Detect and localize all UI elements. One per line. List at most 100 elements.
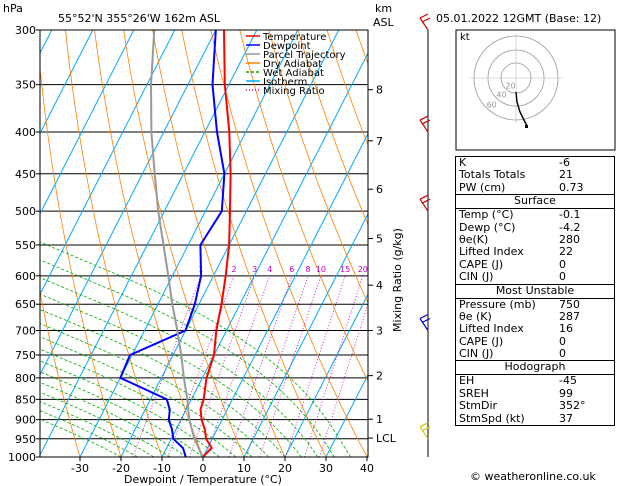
- wet-adiabat: [40, 241, 351, 457]
- index-label-0: K: [459, 156, 467, 169]
- pressure-tick-450: 450: [15, 168, 36, 181]
- surface-value-5: 0: [559, 270, 566, 284]
- hodograph-label-0: EH: [459, 374, 475, 388]
- mixing-ratio-label-2: 3: [252, 265, 257, 274]
- pressure-tick-800: 800: [15, 372, 36, 385]
- mixing-ratio-label-8: 20: [358, 265, 368, 274]
- wind-barb: [419, 318, 429, 331]
- indices-panel: K -6 Totals Totals 21 PW (cm) 0.73 Surface Te…: [455, 156, 615, 427]
- x-tick--30: -30: [71, 462, 89, 475]
- most-unstable-row-0: Pressure (mb) 750: [456, 297, 614, 311]
- hodograph-label-2: StmDir: [459, 399, 498, 413]
- most-unstable-title: Most Unstable: [456, 283, 614, 299]
- wet-adiabat: [40, 336, 253, 457]
- wind-barb: [419, 119, 429, 133]
- hodograph-row-2: StmDir 352°: [456, 399, 614, 413]
- wind-barb: [419, 17, 429, 31]
- dry-adiabat: [239, 30, 368, 382]
- most-unstable-row-3: CAPE (J) 0: [456, 334, 614, 348]
- surface-row-5: CIN (J) 0: [456, 270, 614, 284]
- hodograph-ring-label-0: 20: [506, 82, 516, 91]
- index-value-2: 0.73: [559, 180, 584, 194]
- pressure-tick-300: 300: [15, 24, 36, 37]
- dry-adiabat: [65, 30, 163, 457]
- mixing-ratio-line: [228, 275, 293, 457]
- isotherm: [79, 30, 299, 457]
- index-row-1: Totals Totals 21: [456, 168, 614, 182]
- most-unstable-label-3: CAPE (J): [459, 334, 504, 348]
- wet-adiabat: [40, 348, 237, 457]
- surface-label-4: CAPE (J): [459, 257, 504, 271]
- mixing-ratio-line: [167, 275, 235, 457]
- hodograph-row-1: SREH 99: [456, 386, 614, 400]
- hodograph-row-0: EH -45: [456, 374, 614, 388]
- km-tick-1: 7: [376, 135, 383, 148]
- legend-entry-0: Temperature: [262, 32, 326, 43]
- pressure-tick-550: 550: [15, 239, 36, 252]
- pressure-tick-650: 650: [15, 298, 36, 311]
- km-tick-5: 3: [376, 325, 383, 338]
- surface-label-5: CIN (J): [459, 270, 494, 284]
- most-unstable-label-2: Lifted Index: [459, 322, 524, 336]
- most-unstable-row-1: θe (K) 287: [456, 309, 614, 323]
- index-label-1: Totals Totals: [459, 168, 526, 182]
- most-unstable-value-4: 0: [559, 347, 566, 361]
- isotherm: [325, 373, 368, 457]
- hodograph-unit: kt: [460, 32, 470, 43]
- x-tick-20: 20: [278, 462, 292, 475]
- wet-adiabat: [40, 401, 155, 457]
- x-tick--20: -20: [112, 462, 130, 475]
- x-tick-10: 10: [237, 462, 251, 475]
- surface-label-0: Temp (°C): [459, 208, 514, 222]
- legend-entry-2: Parcel Trajectory: [263, 50, 346, 61]
- index-value-0: -6: [559, 156, 570, 169]
- x-axis-title: Dewpoint / Temperature (°C): [124, 473, 282, 486]
- hodograph-value-0: -45: [559, 374, 577, 388]
- isotherm: [243, 212, 368, 457]
- hodograph-label-1: SREH: [459, 386, 489, 400]
- surface-row-4: CAPE (J) 0: [456, 257, 614, 271]
- dry-adiabat: [297, 30, 368, 226]
- x-tick-0: 0: [200, 462, 207, 475]
- most-unstable-value-3: 0: [559, 334, 566, 348]
- km-tick-4: 4: [376, 279, 383, 292]
- hodograph-value-1: 99: [559, 386, 573, 400]
- mixing-ratio-label-3: 4: [267, 265, 272, 274]
- km-tick-6: 2: [376, 370, 383, 383]
- isotherm: [40, 30, 217, 376]
- isotherm: [161, 51, 368, 457]
- credit-text: © weatheronline.co.uk: [470, 470, 596, 483]
- dry-adiabat: [210, 30, 368, 457]
- most-unstable-value-0: 750: [559, 297, 580, 311]
- wet-adiabat: [40, 277, 319, 457]
- km-tick-3: 5: [376, 232, 383, 245]
- mixing-ratio-line: [189, 275, 255, 457]
- pressure-tick-700: 700: [15, 325, 36, 338]
- hodograph-value-2: 352°: [559, 399, 586, 413]
- x-tick-30: 30: [319, 462, 333, 475]
- dry-adiabat: [123, 30, 245, 457]
- plot-frame: [39, 29, 369, 458]
- mixing-ratio-label-4: 6: [289, 265, 294, 274]
- most-unstable-label-1: θe (K): [459, 309, 492, 323]
- surface-row-0: Temp (°C) -0.1: [456, 208, 614, 222]
- legend-entry-4: Wet Adiabat: [263, 68, 324, 79]
- surface-row-3: Lifted Index 22: [456, 245, 614, 258]
- km-tick-0: 8: [376, 84, 383, 97]
- series-temperature: [199, 30, 232, 457]
- mixing-ratio-label-1: 2: [232, 265, 237, 274]
- wet-adiabat: [40, 410, 138, 457]
- isotherm: [202, 132, 368, 457]
- km-label: km: [375, 2, 392, 15]
- wet-adiabat: [40, 323, 269, 457]
- location-label: 55°52'N 355°26'W 162m ASL: [58, 12, 221, 25]
- wet-adiabat: [40, 293, 302, 457]
- legend-entry-6: Mixing Ratio: [263, 86, 325, 97]
- surface-title: Surface: [456, 194, 614, 210]
- index-label-2: PW (cm): [459, 180, 506, 194]
- wind-barb: [419, 426, 429, 440]
- pressure-tick-350: 350: [15, 79, 36, 92]
- hodograph-value-3: 37: [559, 411, 573, 425]
- mixing-ratio-label-9: 25: [372, 265, 382, 274]
